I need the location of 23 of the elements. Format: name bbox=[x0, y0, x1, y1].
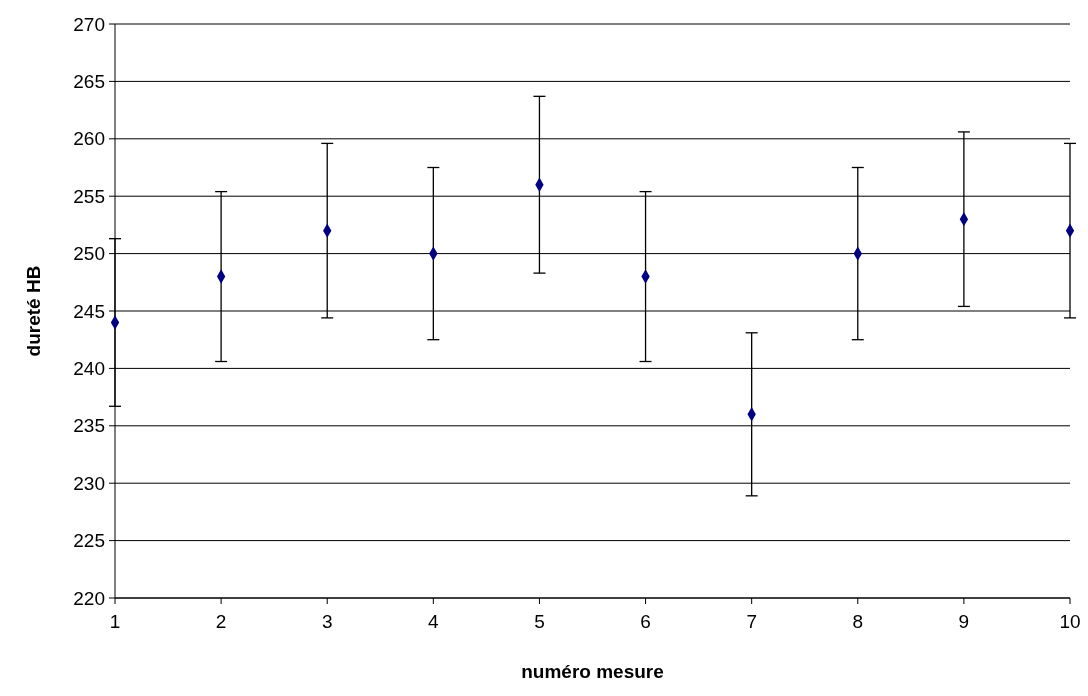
x-tick-label: 6 bbox=[640, 611, 651, 632]
y-tick-label: 235 bbox=[73, 415, 105, 437]
x-tick-label: 1 bbox=[109, 611, 121, 632]
x-tick-label: 7 bbox=[746, 611, 757, 632]
y-tick-label: 220 bbox=[73, 587, 105, 609]
x-tick-label: 10 bbox=[1059, 611, 1081, 632]
x-tick-label: 8 bbox=[852, 611, 864, 632]
x-tick-label: 5 bbox=[534, 611, 545, 632]
y-tick-label: 240 bbox=[73, 358, 105, 380]
y-tick-label: 250 bbox=[73, 243, 105, 265]
x-tick-label: 2 bbox=[215, 611, 227, 632]
y-tick-label: 225 bbox=[73, 530, 105, 552]
y-tick-label: 260 bbox=[73, 128, 105, 150]
x-tick-label: 9 bbox=[958, 611, 970, 632]
y-axis-title: dureté HB bbox=[23, 265, 44, 357]
y-tick-label: 245 bbox=[73, 300, 105, 322]
y-tick-label: 230 bbox=[73, 472, 105, 494]
y-tick-label: 255 bbox=[73, 185, 105, 207]
y-tick-label: 265 bbox=[73, 71, 105, 93]
y-tick-label: 270 bbox=[73, 13, 105, 35]
x-tick-label: 3 bbox=[321, 611, 333, 632]
x-axis-title: numéro mesure bbox=[521, 661, 664, 682]
x-tick-label: 4 bbox=[428, 611, 440, 632]
